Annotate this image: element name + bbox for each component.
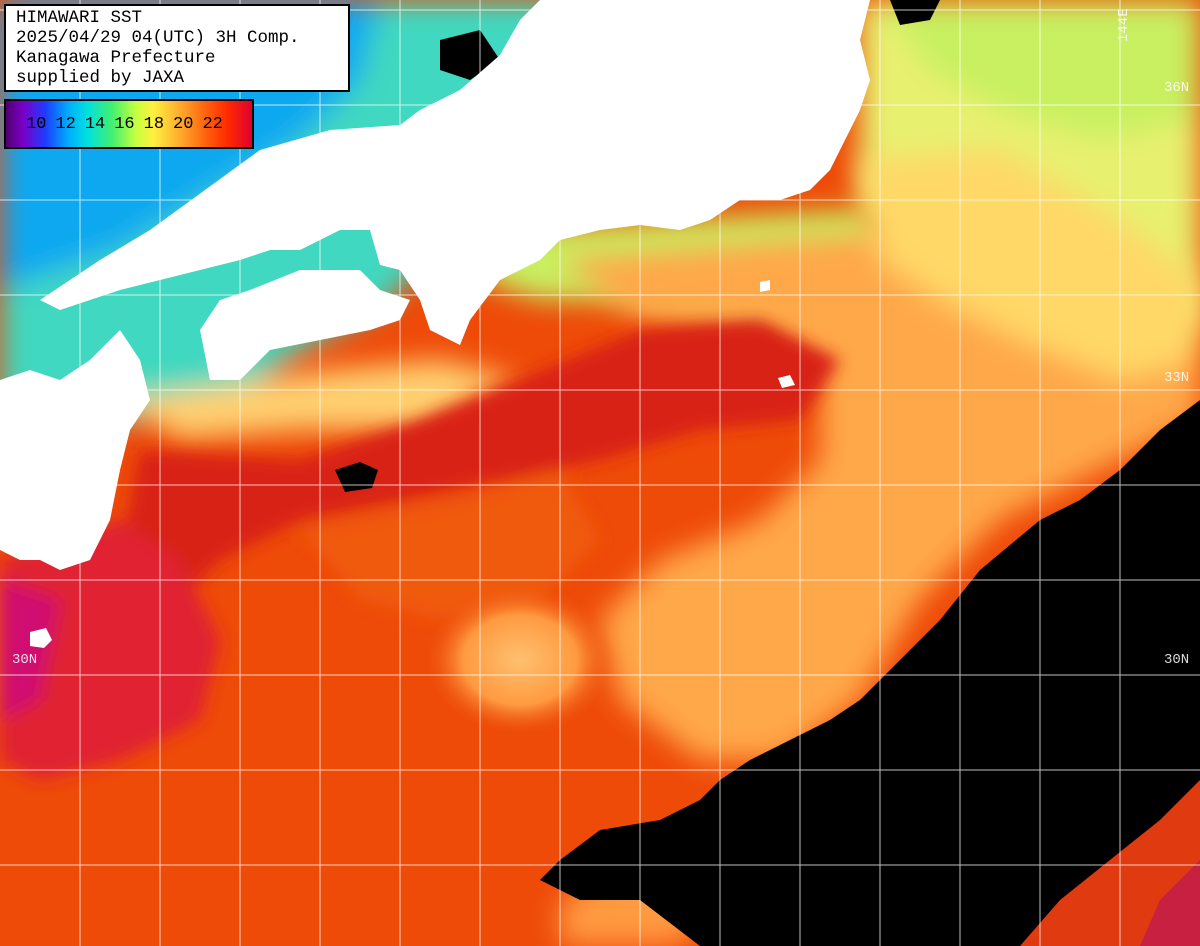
lat-label-36n: 36N (1164, 80, 1190, 96)
lat-label-30n-right: 30N (1164, 652, 1190, 668)
southeast-hot (1140, 860, 1200, 946)
cloud-patch (890, 0, 940, 25)
lon-label-144e: 144E (1116, 8, 1132, 42)
legend-tick: 16 (114, 114, 135, 134)
legend-tick: 18 (143, 114, 165, 134)
lat-label-30n-left: 30N (12, 652, 38, 668)
legend-tick: 14 (84, 114, 106, 134)
legend-tick: 12 (55, 114, 76, 134)
product-title: HIMAWARI SST (16, 8, 143, 28)
legend-tick: 10 (26, 114, 47, 134)
legend-tick: 22 (202, 114, 223, 134)
warm-eddy (425, 585, 615, 735)
info-box: HIMAWARI SST 2025/04/29 04(UTC) 3H Comp.… (4, 4, 350, 92)
cloud-patch (440, 30, 500, 80)
timestamp: 2025/04/29 04(UTC) 3H Comp. (16, 28, 300, 48)
lat-label-33n: 33N (1164, 370, 1190, 386)
no-data-region (540, 400, 1200, 946)
southeast-warm (1020, 780, 1200, 946)
legend-tick: 20 (173, 114, 194, 134)
publisher: Kanagawa Prefecture (16, 48, 216, 68)
color-legend: 10 12 14 16 18 20 22 (4, 99, 254, 149)
data-credit: supplied by JAXA (16, 68, 185, 88)
